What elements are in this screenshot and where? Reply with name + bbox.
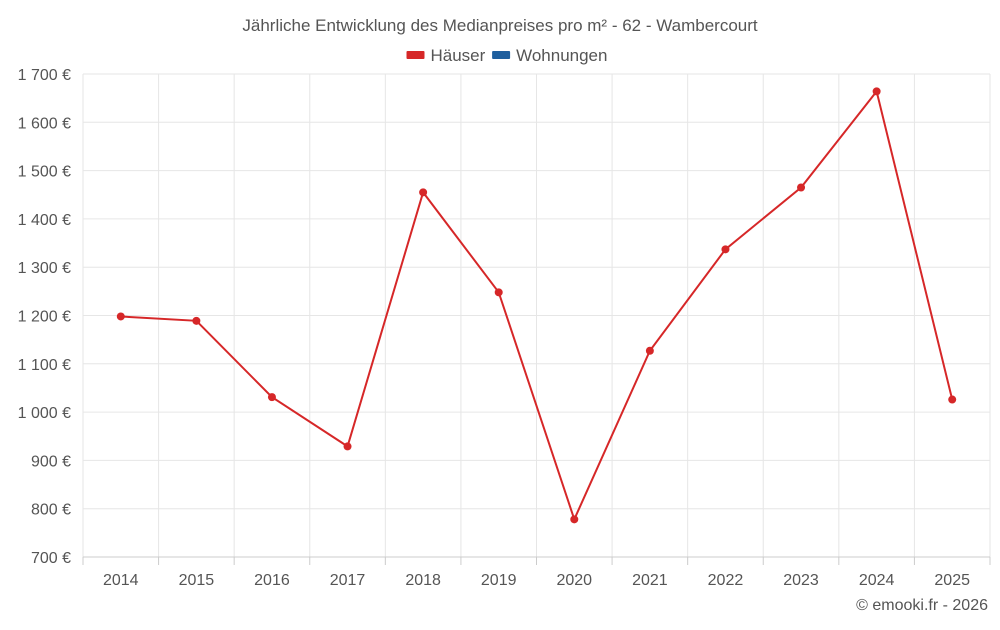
x-tick-label: 2020 xyxy=(556,572,592,589)
data-point xyxy=(494,288,503,297)
data-point xyxy=(192,316,201,325)
y-tick-label: 1 200 € xyxy=(18,309,71,326)
y-tick-label: 1 700 € xyxy=(18,67,71,84)
data-point xyxy=(645,346,654,355)
data-point xyxy=(721,245,730,254)
y-tick-label: 700 € xyxy=(31,550,71,567)
y-tick-label: 1 500 € xyxy=(18,164,71,181)
x-tick-label: 2024 xyxy=(859,572,895,589)
x-tick-label: 2025 xyxy=(934,572,970,589)
x-tick-label: 2016 xyxy=(254,572,290,589)
x-tick-label: 2018 xyxy=(405,572,441,589)
x-tick-label: 2023 xyxy=(783,572,819,589)
legend-label: Häuser xyxy=(431,46,486,65)
data-point xyxy=(267,393,276,402)
data-point xyxy=(343,442,352,451)
y-tick-label: 1 000 € xyxy=(18,405,71,422)
x-tick-label: 2021 xyxy=(632,572,668,589)
axes: 700 € 800 € 900 € 1 000 € 1 100 € 1 200 € 1 30… xyxy=(18,67,991,589)
x-tick-label: 2014 xyxy=(103,572,139,589)
legend-label: Wohnungen xyxy=(516,46,607,65)
data-point xyxy=(570,515,579,524)
legend-item[interactable]: Häuser xyxy=(406,46,486,65)
legend-item[interactable]: Wohnungen xyxy=(492,46,607,65)
y-tick-label: 1 100 € xyxy=(18,357,71,374)
data-point xyxy=(948,395,957,404)
y-tick-label: 1 300 € xyxy=(18,260,71,277)
legend-swatch xyxy=(492,51,511,59)
data-point xyxy=(872,87,881,96)
series xyxy=(116,87,957,524)
y-tick-label: 800 € xyxy=(31,502,71,519)
x-tick-label: 2015 xyxy=(179,572,215,589)
credit: © emooki.fr - 2026 xyxy=(856,597,988,614)
data-point xyxy=(116,312,125,321)
y-tick-label: 1 600 € xyxy=(18,115,71,132)
x-tick-label: 2019 xyxy=(481,572,517,589)
legend-swatch xyxy=(406,51,425,59)
data-point xyxy=(797,183,806,192)
data-point xyxy=(419,188,428,197)
y-tick-label: 900 € xyxy=(31,453,71,470)
legend: Häuser Wohnungen xyxy=(406,46,607,65)
chart-title: Jährliche Entwicklung des Medianpreises … xyxy=(242,16,758,35)
x-tick-label: 2022 xyxy=(708,572,744,589)
series-line xyxy=(120,89,954,523)
grid xyxy=(82,73,991,558)
x-tick-label: 2017 xyxy=(330,572,366,589)
y-tick-label: 1 400 € xyxy=(18,212,71,229)
